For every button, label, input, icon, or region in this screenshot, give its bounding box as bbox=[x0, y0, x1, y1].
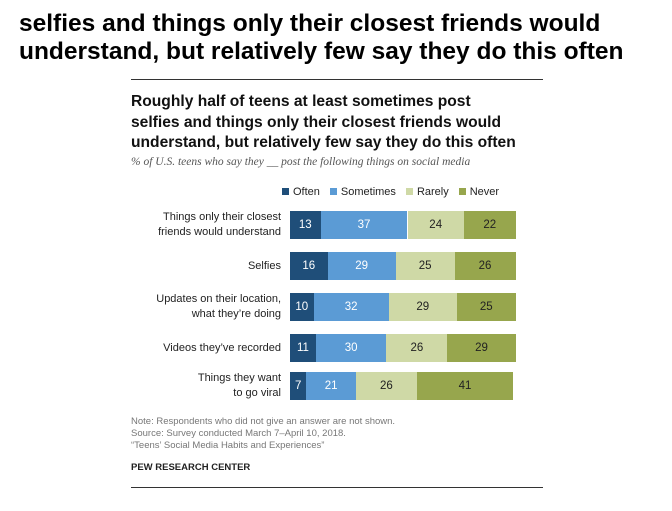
bar-segment-never bbox=[416, 372, 514, 400]
page-headline: selfies and things only their closest fr… bbox=[19, 10, 664, 66]
chart-subtitle: % of U.S. teens who say they __ post the… bbox=[131, 156, 471, 168]
legend-item-sometimes: Sometimes bbox=[329, 186, 396, 199]
legend-swatch-sometimes bbox=[329, 188, 337, 196]
bar-value-label: 7 bbox=[295, 380, 302, 392]
legend-label-often: Often bbox=[293, 186, 320, 199]
report-title-line: “Teens’ Social Media Habits and Experien… bbox=[131, 440, 325, 451]
row-label-line: friends would understand bbox=[158, 226, 281, 238]
legend-label-rarely: Rarely bbox=[416, 186, 449, 199]
bar-value-label: 13 bbox=[298, 219, 312, 231]
chart-title-line-1: Roughly half of teens at least sometimes… bbox=[131, 93, 471, 110]
bar-segment-often bbox=[290, 334, 316, 362]
headline-line-2: understand, but relatively few say they … bbox=[19, 38, 624, 65]
bar-value-label: 29 bbox=[416, 301, 430, 313]
bar-segment-never bbox=[456, 293, 516, 321]
legend-swatch-often bbox=[282, 188, 289, 196]
bar-segment-often bbox=[290, 372, 307, 400]
legend-label-sometimes: Sometimes bbox=[340, 186, 396, 199]
bar-value-label: 32 bbox=[344, 301, 358, 313]
source-line: Source: Survey conducted March 7–April 1… bbox=[131, 428, 346, 439]
bar-segment-rarely bbox=[407, 211, 464, 239]
bar-value-label: 26 bbox=[379, 380, 393, 392]
source-organization: PEW RESEARCH CENTER bbox=[131, 462, 251, 473]
bar-value-label: 41 bbox=[458, 380, 472, 392]
bar-segment-rarely bbox=[386, 334, 448, 362]
bar-value-label: 37 bbox=[357, 219, 371, 231]
row-label-line: what they’re doing bbox=[191, 308, 281, 320]
row-label-line: to go viral bbox=[233, 387, 281, 399]
bar-value-label: 26 bbox=[478, 260, 492, 272]
bar-value-label: 29 bbox=[475, 342, 488, 354]
bar-segment-rarely bbox=[395, 252, 455, 280]
row-label: Things only their closest friends would u… bbox=[110, 210, 281, 240]
bar-segment-sometimes bbox=[313, 293, 389, 321]
bar-segment-sometimes bbox=[320, 211, 408, 239]
bar-value-label: 16 bbox=[302, 260, 316, 272]
bar-value-label: 11 bbox=[296, 342, 309, 354]
row-label-line: Things only their closest bbox=[163, 211, 281, 223]
legend-item-often: Often bbox=[282, 186, 320, 198]
bar-value-label: 25 bbox=[479, 301, 493, 313]
bar-segment-rarely bbox=[388, 293, 457, 321]
bar-segment-never bbox=[454, 252, 516, 280]
bar-value-label: 10 bbox=[295, 301, 309, 313]
bar-segment-often bbox=[290, 211, 321, 239]
headline-line-1: selfies and things only their closest fr… bbox=[19, 10, 601, 37]
legend-swatch-never bbox=[458, 188, 466, 196]
row-label-line: Videos they’ve recorded bbox=[163, 341, 281, 354]
bar-value-label: 21 bbox=[324, 380, 338, 392]
bar-value-label: 26 bbox=[410, 342, 424, 354]
bar-segment-sometimes bbox=[306, 372, 356, 400]
note-line: Note: Respondents who did not give an an… bbox=[131, 416, 396, 427]
row-label: Selfies bbox=[110, 259, 281, 274]
bar-value-label: 25 bbox=[418, 260, 432, 272]
legend-swatch-rarely bbox=[405, 188, 413, 196]
bar-segment-never bbox=[447, 334, 516, 362]
bar-segment-sometimes bbox=[315, 334, 387, 362]
bar-segment-never bbox=[463, 211, 516, 239]
row-label-line: Selfies bbox=[247, 259, 281, 272]
bar-segment-rarely bbox=[355, 372, 417, 400]
row-label: Things they want to go viral bbox=[110, 371, 281, 401]
top-divider bbox=[131, 79, 543, 80]
row-label: Updates on their location, what they’re d… bbox=[110, 292, 281, 322]
row-label: Videos they’ve recorded bbox=[110, 341, 281, 356]
chart-title-line-3: understand, but relatively few say they … bbox=[131, 134, 516, 151]
bar-value-label: 22 bbox=[483, 219, 497, 231]
bar-value-label: 29 bbox=[355, 260, 369, 272]
bar-value-label: 30 bbox=[344, 342, 358, 354]
chart-title-line-2: selfies and things only their closest fr… bbox=[131, 113, 501, 131]
legend-item-never: Never bbox=[458, 186, 500, 199]
bottom-divider bbox=[131, 487, 543, 488]
bar-segment-often bbox=[290, 293, 314, 321]
row-label-line: Things they want bbox=[197, 372, 281, 384]
bar-value-label: 24 bbox=[429, 219, 443, 231]
row-label-line: Updates on their location, bbox=[156, 293, 281, 305]
legend-label-never: Never bbox=[469, 186, 500, 199]
legend-item-rarely: Rarely bbox=[405, 186, 449, 199]
chart-notes: Note: Respondents who did not give an an… bbox=[131, 416, 395, 452]
chart-legend: Often Sometimes Rarely Never bbox=[282, 186, 499, 198]
chart-title: Roughly half of teens at least sometimes… bbox=[131, 92, 551, 154]
bar-segment-sometimes bbox=[327, 252, 396, 280]
bar-segment-often bbox=[290, 252, 328, 280]
